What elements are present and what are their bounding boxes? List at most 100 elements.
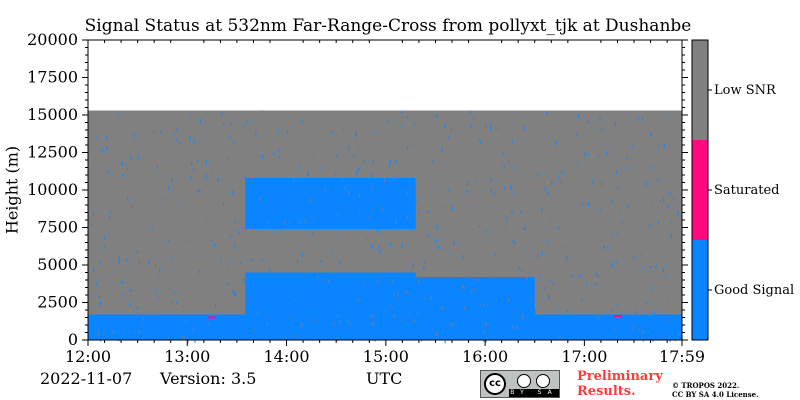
speckle-dot — [508, 191, 510, 195]
speckle-dot — [286, 130, 288, 135]
speckle-dot — [419, 181, 422, 185]
speckle-dot — [662, 241, 664, 244]
speckle-dot — [130, 155, 132, 160]
speckle-dot — [440, 309, 442, 312]
speckle-dot — [464, 268, 466, 271]
speckle-dot — [457, 281, 459, 284]
speckle-dot — [523, 143, 525, 148]
x-axis-label: UTC — [366, 369, 403, 388]
speckle-dot — [154, 264, 157, 268]
speckle-dot — [599, 117, 601, 121]
speckle-dot — [162, 301, 164, 306]
speckle-dot — [432, 160, 434, 164]
cc-license-badge[interactable]: cc BY SA — [480, 370, 560, 398]
speckle-dot — [558, 334, 560, 337]
speckle-dot — [298, 164, 300, 167]
speckle-dot — [506, 216, 508, 221]
speckle-dot — [514, 169, 516, 172]
speckle-dot — [262, 155, 264, 159]
speckle-dot — [652, 166, 654, 169]
speckle-dot — [108, 216, 110, 218]
speckle-dot — [566, 309, 568, 313]
speckle-dot — [161, 198, 164, 200]
speckle-dot — [231, 190, 234, 195]
speckle-dot — [414, 122, 416, 125]
speckle-dot — [101, 149, 103, 153]
speckle-dot — [372, 217, 374, 221]
speckle-dot — [93, 267, 95, 272]
speckle-dot — [243, 124, 245, 126]
speckle-dot — [150, 218, 152, 220]
speckle-dot — [511, 310, 513, 312]
speckle-dot — [453, 240, 455, 245]
speckle-dot — [360, 287, 362, 290]
speckle-dot — [389, 120, 391, 124]
speckle-dot — [199, 125, 201, 129]
speckle-dot — [265, 316, 267, 319]
speckle-dot — [106, 192, 108, 196]
speckle-dot — [502, 152, 504, 155]
speckle-dot — [475, 180, 477, 183]
speckle-dot — [142, 169, 144, 172]
cc-icon: cc — [484, 373, 506, 395]
speckle-dot — [92, 136, 94, 138]
speckle-dot — [651, 134, 653, 139]
speckle-dot — [398, 154, 401, 158]
speckle-dot — [278, 155, 280, 159]
speckle-dot — [581, 299, 583, 302]
speckle-dot — [176, 301, 178, 305]
colorbar-label: Low SNR — [714, 83, 777, 98]
speckle-dot — [167, 337, 169, 341]
speckle-dot — [670, 233, 672, 238]
speckle-dot — [197, 189, 199, 193]
speckle-dot — [315, 333, 317, 337]
speckle-dot — [564, 119, 566, 123]
speckle-dot — [551, 180, 553, 185]
speckle-dot — [162, 128, 164, 133]
speckle-dot — [264, 238, 266, 243]
good-signal-region — [415, 277, 535, 340]
speckle-dot — [245, 277, 247, 280]
speckle-dot — [406, 192, 409, 196]
speckle-dot — [116, 245, 118, 249]
speckle-dot — [99, 268, 101, 271]
speckle-dot — [638, 238, 641, 240]
speckle-dot — [284, 256, 287, 259]
speckle-dot — [342, 179, 344, 181]
good-signal-region — [245, 178, 416, 229]
speckle-dot — [510, 185, 512, 190]
speckle-dot — [371, 151, 374, 156]
speckle-dot — [358, 167, 360, 171]
speckle-dot — [105, 130, 107, 134]
speckle-dot — [448, 188, 450, 191]
speckle-dot — [451, 323, 454, 327]
speckle-dot — [607, 245, 609, 250]
speckle-dot — [312, 128, 314, 133]
speckle-dot — [589, 147, 591, 151]
speckle-dot — [246, 120, 248, 123]
speckle-dot — [618, 283, 620, 286]
speckle-dot — [223, 258, 225, 261]
speckle-dot — [266, 321, 269, 326]
speckle-dot — [435, 238, 438, 243]
speckle-dot — [245, 278, 247, 282]
x-tick-label: 13:00 — [164, 347, 210, 366]
speckle-dot — [293, 178, 295, 183]
speckle-dot — [409, 312, 411, 315]
speckle-dot — [422, 267, 424, 270]
speckle-dot — [304, 219, 306, 224]
speckle-dot — [611, 200, 613, 204]
speckle-dot — [339, 320, 341, 324]
speckle-dot — [299, 220, 301, 224]
speckle-dot — [616, 303, 618, 306]
speckle-dot — [127, 200, 129, 203]
speckle-dot — [271, 231, 273, 233]
speckle-dot — [669, 299, 671, 302]
speckle-dot — [353, 154, 355, 158]
speckle-dot — [541, 208, 543, 213]
speckle-dot — [406, 146, 408, 150]
speckle-dot — [372, 160, 374, 164]
speckle-dot — [102, 261, 104, 264]
speckle-dot — [555, 141, 558, 146]
speckle-dot — [284, 220, 286, 225]
